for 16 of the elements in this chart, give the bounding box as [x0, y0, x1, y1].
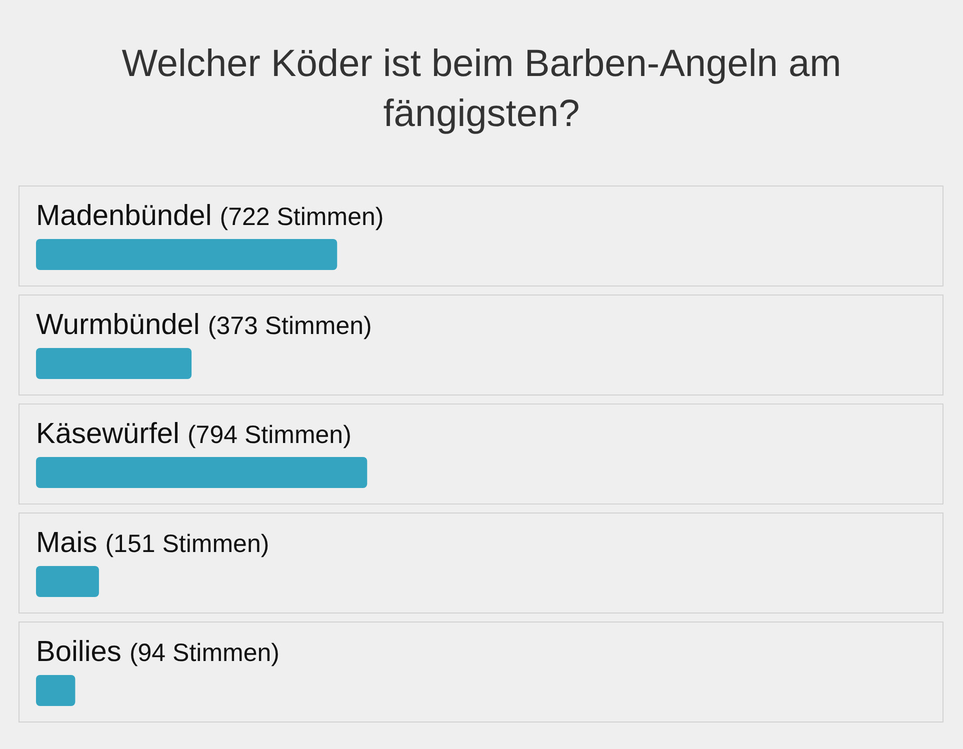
data-label: (151 Stimmen)	[105, 530, 270, 558]
data-label: (722 Stimmen)	[220, 203, 384, 231]
bar	[36, 348, 192, 379]
y-tick-label: Madenbündel	[36, 200, 212, 232]
data-label: (373 Stimmen)	[208, 312, 372, 340]
data-label: (94 Stimmen)	[129, 639, 280, 667]
y-tick-label: Boilies	[36, 636, 122, 668]
bar	[36, 239, 338, 270]
data-label: (794 Stimmen)	[187, 421, 352, 449]
text: Welcher Köder ist beim Barben-Angeln am fängigsten?	[122, 43, 842, 135]
bar	[36, 566, 99, 597]
bar	[36, 675, 76, 706]
bar	[36, 457, 368, 488]
y-tick-label: Mais	[36, 527, 98, 559]
y-tick-label: Käsewürfel	[36, 418, 180, 450]
y-tick-label: Wurmbündel	[36, 309, 200, 341]
